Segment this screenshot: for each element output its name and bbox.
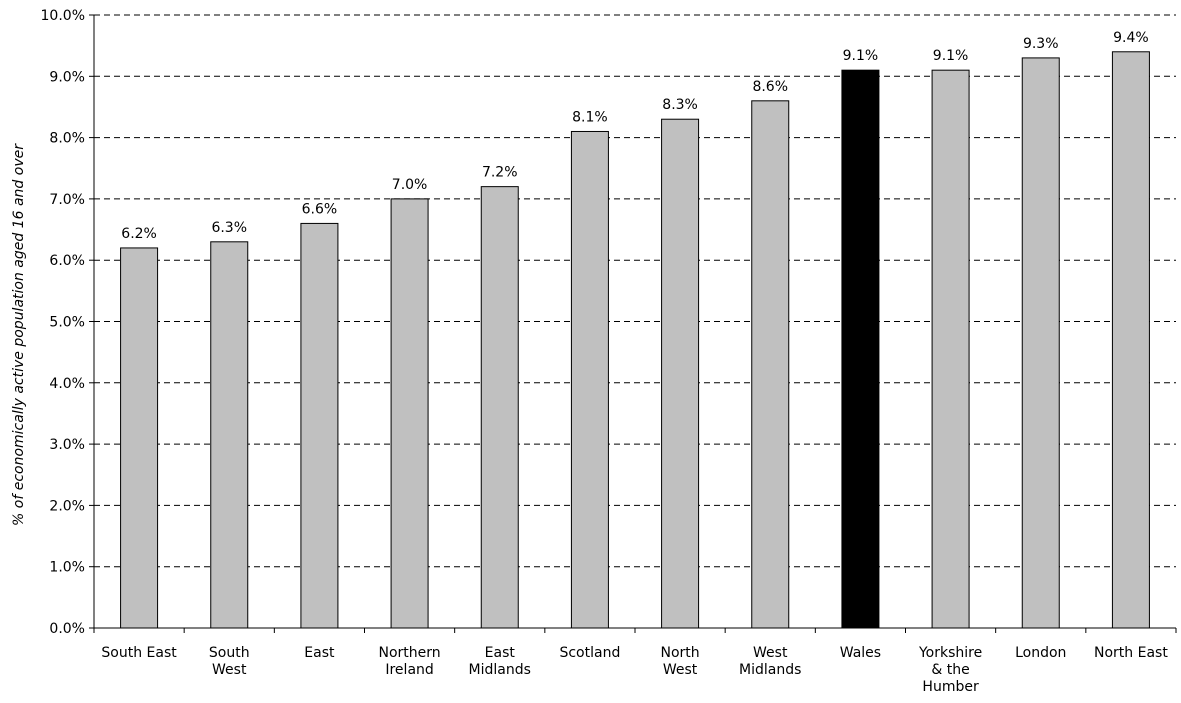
x-category-label: South West xyxy=(209,645,250,678)
x-category-label: Scotland xyxy=(559,645,620,661)
data-label: 9.1% xyxy=(933,48,969,64)
x-category-label: Yorkshire & the Humber xyxy=(918,645,982,695)
bar xyxy=(120,247,159,629)
data-label: 6.3% xyxy=(211,220,247,236)
bar xyxy=(751,100,790,629)
bar xyxy=(661,118,700,629)
bar xyxy=(841,69,880,629)
data-label: 6.6% xyxy=(302,201,338,217)
y-tick-label: 7.0% xyxy=(49,192,85,208)
bar xyxy=(570,130,609,629)
y-tick-label: 6.0% xyxy=(49,253,85,269)
y-tick-label: 3.0% xyxy=(49,437,85,453)
bar xyxy=(390,198,429,629)
bar xyxy=(931,69,970,629)
data-label: 7.2% xyxy=(482,165,518,181)
y-tick-label: 0.0% xyxy=(49,621,85,637)
gridlines xyxy=(94,14,1176,568)
bars xyxy=(120,51,1150,629)
data-label: 9.4% xyxy=(1113,30,1149,46)
data-label: 8.6% xyxy=(752,79,788,95)
y-tick-label: 2.0% xyxy=(49,498,85,514)
x-category-label: East xyxy=(304,645,335,661)
data-label: 9.3% xyxy=(1023,36,1059,52)
y-tick-label: 1.0% xyxy=(49,560,85,576)
y-tick-label: 5.0% xyxy=(49,315,85,331)
x-category-label: West Midlands xyxy=(739,645,801,678)
data-label: 8.3% xyxy=(662,97,698,113)
labels: 0.0% 1.0% 2.0% 3.0% 4.0% 5.0% 6.0% 7.0% 8.0% 9.0%… xyxy=(41,8,1169,695)
bar xyxy=(1111,51,1150,629)
x-category-label: North West xyxy=(661,645,700,678)
y-tick-label: 10.0% xyxy=(41,8,85,24)
data-label: 8.1% xyxy=(572,109,608,125)
bar xyxy=(300,222,339,629)
y-axis-title: % of economically active population aged… xyxy=(11,143,27,526)
bar xyxy=(480,186,519,629)
bar xyxy=(1021,57,1060,629)
y-tick-label: 4.0% xyxy=(49,376,85,392)
data-label: 9.1% xyxy=(843,48,879,64)
x-category-label: Northern Ireland xyxy=(379,645,441,678)
axes xyxy=(89,14,1177,633)
x-category-label: North East xyxy=(1094,645,1168,661)
data-label: 7.0% xyxy=(392,177,428,193)
y-tick-label: 9.0% xyxy=(49,69,85,85)
y-tick-label: 8.0% xyxy=(49,131,85,147)
bar xyxy=(210,241,249,629)
x-category-label: London xyxy=(1015,645,1066,661)
x-category-label: Wales xyxy=(840,645,881,661)
x-category-label: East Midlands xyxy=(469,645,531,678)
x-category-label: South East xyxy=(101,645,177,661)
data-label: 6.2% xyxy=(121,226,157,242)
